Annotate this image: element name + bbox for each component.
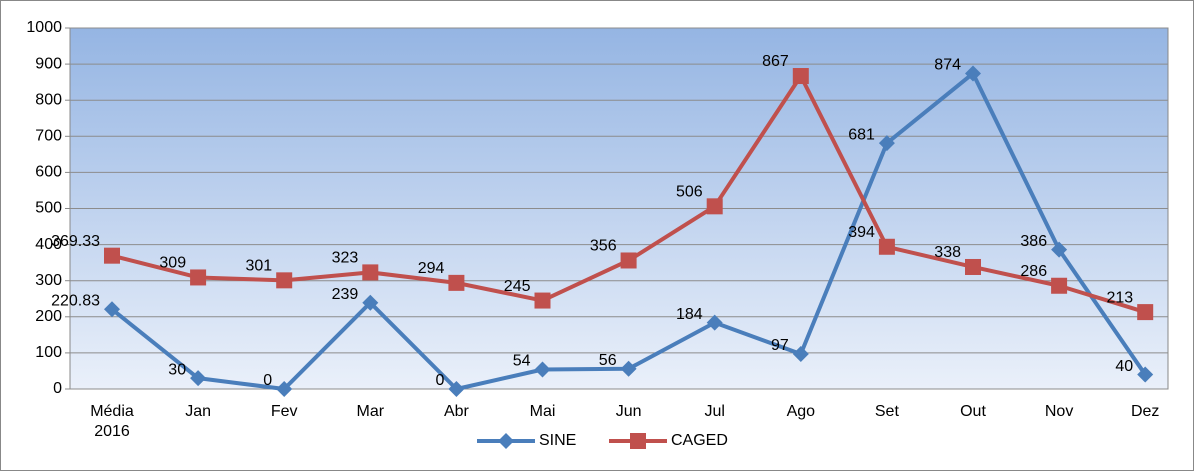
x-tick-label: Mai <box>529 403 556 420</box>
point <box>965 65 981 82</box>
data-label: 369.33 <box>51 233 100 250</box>
point <box>965 258 981 275</box>
point <box>1137 366 1154 383</box>
data-label: 874 <box>934 57 961 74</box>
point <box>1051 241 1068 258</box>
y-tick-label: 0 <box>53 380 62 397</box>
data-label: 220.83 <box>51 292 100 309</box>
data-label: 386 <box>1020 233 1047 250</box>
data-label: 867 <box>762 53 789 70</box>
point <box>620 360 637 377</box>
point <box>448 381 465 397</box>
data-label: 338 <box>934 244 961 261</box>
point <box>362 294 379 311</box>
x-tick-label: Jun <box>615 403 642 420</box>
legend-label: CAGED <box>671 432 728 449</box>
point <box>104 301 120 318</box>
y-tick-label: 600 <box>35 164 62 181</box>
point <box>1137 304 1154 321</box>
point <box>276 272 293 289</box>
point <box>498 433 514 449</box>
legend-label: SINE <box>539 432 576 449</box>
data-label: 97 <box>771 337 789 354</box>
data-label: 54 <box>513 353 531 370</box>
data-label: 40 <box>1115 358 1133 375</box>
x-tick-label: Fev <box>270 403 298 420</box>
data-label: 506 <box>676 184 703 201</box>
point <box>878 238 895 255</box>
x-tick-label: Out <box>960 403 986 420</box>
data-label: 323 <box>332 250 359 267</box>
point <box>190 269 207 286</box>
point <box>630 433 646 449</box>
y-tick-label: 900 <box>35 55 62 72</box>
point <box>276 381 293 397</box>
x-tick-label: Ago <box>786 403 816 420</box>
point <box>706 314 723 331</box>
data-label: 239 <box>332 286 359 303</box>
point <box>362 264 379 281</box>
data-label: 301 <box>245 258 272 275</box>
x-tick-label: Jan <box>185 403 211 420</box>
y-tick-label: 100 <box>35 344 62 361</box>
x-tick-label: Dez <box>1130 403 1160 420</box>
data-label: 356 <box>590 238 617 255</box>
x-tick-label: Mar <box>356 403 385 420</box>
y-tick-label: 300 <box>35 272 62 289</box>
data-label: 56 <box>599 352 617 369</box>
y-tick-label: 800 <box>35 91 62 108</box>
point <box>104 247 120 264</box>
data-label: 245 <box>504 278 531 295</box>
data-label: 213 <box>1106 289 1133 306</box>
point <box>534 292 551 309</box>
x-tick-label: Jul <box>704 403 725 420</box>
data-label: 294 <box>418 260 445 277</box>
point <box>878 135 895 152</box>
x-tick-label: Nov <box>1044 403 1074 420</box>
data-label: 681 <box>848 126 875 143</box>
point <box>620 252 637 269</box>
point <box>706 198 723 215</box>
y-tick-label: 500 <box>35 200 62 217</box>
data-label: 30 <box>168 361 186 378</box>
point <box>1051 277 1068 294</box>
y-tick-label: 700 <box>35 128 62 145</box>
point <box>448 274 465 291</box>
y-tick-label: 400 <box>35 236 62 253</box>
x-tick-label: Set <box>874 403 899 420</box>
data-label: 0 <box>263 372 272 389</box>
data-label: 309 <box>159 255 186 272</box>
x-tick-label: Abr <box>443 403 469 420</box>
data-label: 286 <box>1020 263 1047 280</box>
data-label: 184 <box>676 306 703 323</box>
point <box>190 370 207 387</box>
x-tick-label: Média 2016 <box>90 403 134 440</box>
data-label: 0 <box>435 372 444 389</box>
y-tick-label: 1000 <box>26 19 62 36</box>
point <box>792 345 809 362</box>
point <box>534 361 551 378</box>
y-tick-label: 200 <box>35 308 62 325</box>
data-label: 394 <box>848 224 875 241</box>
point <box>792 68 809 85</box>
